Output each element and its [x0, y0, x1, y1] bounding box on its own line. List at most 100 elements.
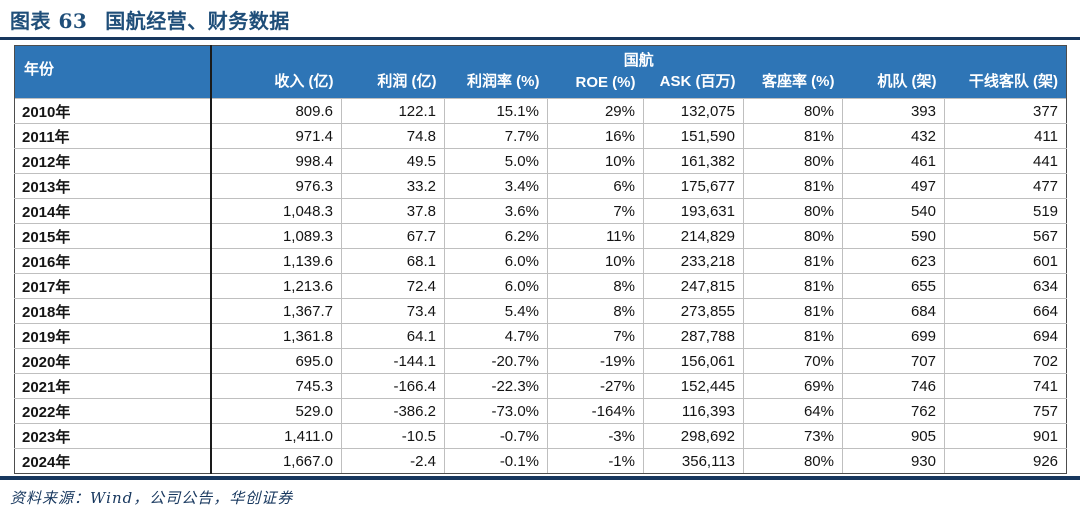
value-cell: 5.0% — [444, 148, 548, 174]
column-header-profit: 利润 (亿) — [341, 70, 445, 99]
value-cell: 3.6% — [444, 198, 548, 224]
column-header-fleet: 机队 (架) — [842, 70, 945, 99]
value-cell: 16% — [547, 123, 644, 149]
year-cell: 2021年 — [14, 373, 212, 399]
value-cell: 432 — [842, 123, 945, 149]
value-cell: 707 — [842, 348, 945, 374]
year-cell: 2010年 — [14, 98, 212, 124]
value-cell: -73.0% — [444, 398, 548, 424]
value-cell: 247,815 — [643, 273, 744, 299]
value-cell: 684 — [842, 298, 945, 324]
value-cell: 926 — [943, 448, 1068, 474]
column-header-margin: 利润率 (%) — [444, 70, 548, 99]
table-header: 年份 国航 收入 (亿) 利润 (亿) 利润率 (%) ROE (%) ASK … — [14, 45, 1067, 99]
value-cell: 72.4 — [341, 273, 445, 299]
value-cell: 193,631 — [643, 198, 744, 224]
value-cell: 73.4 — [341, 298, 445, 324]
figure-title-text: 国航经营、财务数据 — [105, 9, 290, 33]
value-cell: -1% — [547, 448, 644, 474]
value-cell: 156,061 — [643, 348, 744, 374]
year-cell: 2020年 — [14, 348, 212, 374]
year-cell: 2019年 — [14, 323, 212, 349]
table-row: 2013年 976.3 33.2 3.4% 6% 175,677 81% 497 477 — [14, 173, 1068, 199]
value-cell: 5.4% — [444, 298, 548, 324]
column-header-roe: ROE (%) — [547, 70, 644, 99]
table-row: 2010年 809.6 122.1 15.1% 29% 132,075 80% 393 377 — [14, 98, 1068, 124]
value-cell: 699 — [842, 323, 945, 349]
value-cell: 80% — [743, 448, 843, 474]
column-header-row: 收入 (亿) 利润 (亿) 利润率 (%) ROE (%) ASK (百万) 客… — [15, 70, 1067, 99]
table-row: 2023年 1,411.0 -10.5 -0.7% -3% 298,692 73% 905 90… — [14, 423, 1068, 449]
value-cell: 273,855 — [643, 298, 744, 324]
year-cell: 2024年 — [14, 448, 212, 474]
value-cell: -10.5 — [341, 423, 445, 449]
year-cell: 2011年 — [14, 123, 212, 149]
year-cell: 2017年 — [14, 273, 212, 299]
value-cell: 6.2% — [444, 223, 548, 249]
value-cell: 69% — [743, 373, 843, 399]
value-cell: 7.7% — [444, 123, 548, 149]
value-cell: 10% — [547, 148, 644, 174]
value-cell: 567 — [943, 223, 1068, 249]
value-cell: 7% — [547, 198, 644, 224]
value-cell: 1,667.0 — [210, 448, 342, 474]
value-cell: 3.4% — [444, 173, 548, 199]
value-cell: 461 — [842, 148, 945, 174]
table-row: 2024年 1,667.0 -2.4 -0.1% -1% 356,113 80% 930 926 — [14, 448, 1068, 474]
year-column-header: 年份 — [14, 45, 212, 99]
value-cell: 634 — [943, 273, 1068, 299]
value-cell: 1,139.6 — [210, 248, 342, 274]
value-cell: 122.1 — [341, 98, 445, 124]
value-cell: -19% — [547, 348, 644, 374]
value-cell: 80% — [743, 223, 843, 249]
value-cell: 10% — [547, 248, 644, 274]
figure-number: 图表 63 — [10, 9, 88, 33]
value-cell: 116,393 — [643, 398, 744, 424]
value-cell: 905 — [842, 423, 945, 449]
value-cell: -22.3% — [444, 373, 548, 399]
table-row: 2019年 1,361.8 64.1 4.7% 7% 287,788 81% 699 694 — [14, 323, 1068, 349]
table-row: 2011年 971.4 74.8 7.7% 16% 151,590 81% 432 411 — [14, 123, 1068, 149]
value-cell: -144.1 — [341, 348, 445, 374]
value-cell: 930 — [842, 448, 945, 474]
column-header-revenue: 收入 (亿) — [210, 70, 342, 99]
value-cell: 702 — [943, 348, 1068, 374]
value-cell: 901 — [943, 423, 1068, 449]
value-cell: 81% — [743, 273, 843, 299]
value-cell: 809.6 — [210, 98, 342, 124]
value-cell: 745.3 — [210, 373, 342, 399]
value-cell: 695.0 — [210, 348, 342, 374]
value-cell: 1,089.3 — [210, 223, 342, 249]
value-cell: 601 — [943, 248, 1068, 274]
value-cell: 6.0% — [444, 273, 548, 299]
value-cell: 64.1 — [341, 323, 445, 349]
value-cell: 655 — [842, 273, 945, 299]
year-cell: 2023年 — [14, 423, 212, 449]
value-cell: 441 — [943, 148, 1068, 174]
value-cell: 80% — [743, 98, 843, 124]
value-cell: -3% — [547, 423, 644, 449]
value-cell: 80% — [743, 148, 843, 174]
value-cell: 132,075 — [643, 98, 744, 124]
value-cell: 49.5 — [341, 148, 445, 174]
table-row: 2018年 1,367.7 73.4 5.4% 8% 273,855 81% 684 664 — [14, 298, 1068, 324]
table-row: 2015年 1,089.3 67.7 6.2% 11% 214,829 80% 590 567 — [14, 223, 1068, 249]
value-cell: 497 — [842, 173, 945, 199]
table-body: 2010年 809.6 122.1 15.1% 29% 132,075 80% 393 377 2… — [14, 98, 1068, 474]
value-cell: 356,113 — [643, 448, 744, 474]
value-cell: 1,213.6 — [210, 273, 342, 299]
group-header-row: 年份 国航 — [14, 45, 1067, 99]
year-cell: 2014年 — [14, 198, 212, 224]
value-cell: -0.1% — [444, 448, 548, 474]
value-cell: -27% — [547, 373, 644, 399]
value-cell: 529.0 — [210, 398, 342, 424]
value-cell: 175,677 — [643, 173, 744, 199]
value-cell: 762 — [842, 398, 945, 424]
column-header-ask: ASK (百万) — [643, 70, 744, 99]
value-cell: 68.1 — [341, 248, 445, 274]
value-cell: 1,367.7 — [210, 298, 342, 324]
value-cell: 7% — [547, 323, 644, 349]
figure-title: 图表 63 国航经营、财务数据 — [0, 0, 1080, 37]
column-header-mainline-fleet: 干线客队 (架) — [944, 70, 1067, 99]
